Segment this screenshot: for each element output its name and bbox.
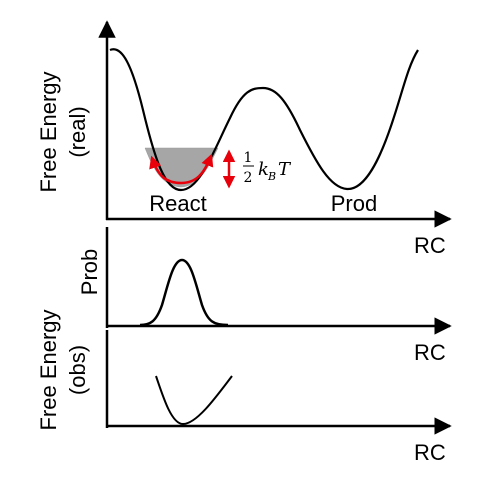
bottom-x-axis-label: RC: [414, 440, 446, 465]
well-label-react: React: [149, 191, 206, 216]
bottom-y-axis-label-line1: Free Energy: [36, 309, 61, 430]
fluctuation-arrow: [149, 153, 214, 185]
middle-panel: RC Prob: [77, 227, 452, 365]
boltzmann-k: k: [258, 159, 269, 180]
bottom-panel: RC Free Energy (obs): [36, 309, 452, 465]
top-panel: 1 2 k B T React Prod RC Free Energy (rea…: [36, 20, 452, 258]
well-label-prod: Prod: [331, 191, 377, 216]
top-y-axis-label-line1: Free Energy: [36, 71, 61, 192]
fraction-numerator: 1: [244, 150, 253, 166]
boltzmann-subscript: B: [267, 170, 276, 183]
middle-y-axis-label: Prob: [77, 249, 102, 295]
free-energy-curve-real: [109, 48, 419, 192]
top-x-axis-label: RC: [414, 233, 446, 258]
probability-curve: [139, 258, 229, 327]
bottom-y-axis-label-line2: (obs): [65, 345, 90, 395]
thermal-energy-label: 1 2 k B T: [243, 150, 292, 186]
fraction-denominator: 2: [244, 170, 253, 186]
temperature-t: T: [278, 159, 292, 180]
top-y-axis-label-line2: (real): [65, 106, 90, 157]
free-energy-curve-obs: [155, 375, 233, 426]
middle-x-axis-label: RC: [414, 340, 446, 365]
